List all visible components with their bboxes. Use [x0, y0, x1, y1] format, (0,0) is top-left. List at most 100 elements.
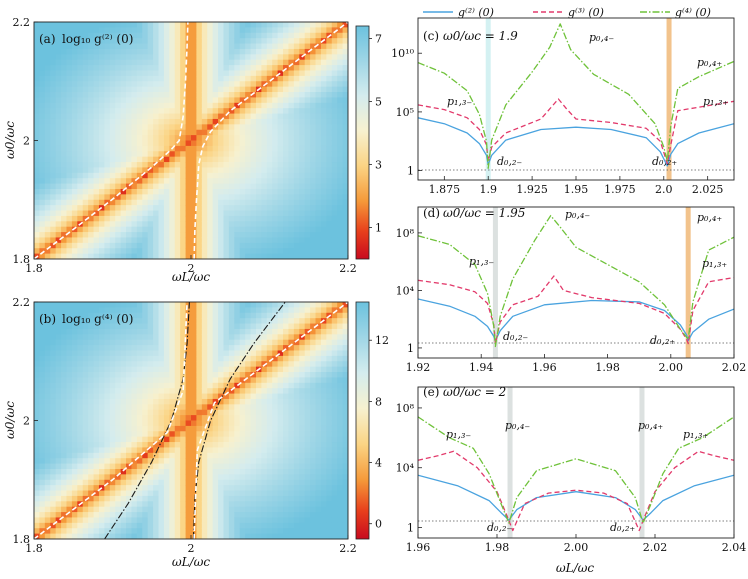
heatmap-cell — [218, 118, 225, 125]
heatmap-cell — [288, 533, 295, 539]
heatmap-cell — [163, 27, 170, 34]
heatmap-cell — [180, 517, 187, 524]
heatmap-cell — [142, 22, 149, 28]
heatmap-cell — [82, 162, 89, 169]
heatmap-cell — [136, 145, 143, 152]
heatmap-cell — [245, 81, 252, 88]
heatmap-cell — [283, 108, 290, 115]
heatmap-cell — [277, 382, 284, 389]
heatmap-cell — [50, 522, 57, 529]
heatmap-cell — [320, 302, 327, 308]
heatmap-cell — [88, 43, 95, 50]
heatmap-cell — [136, 323, 143, 330]
heatmap-cell — [288, 86, 295, 93]
heatmap-cell — [326, 118, 333, 125]
heatmap-cell — [50, 404, 57, 411]
heatmap-cell — [250, 366, 257, 373]
heatmap-cell — [98, 226, 105, 233]
heatmap-cell — [88, 226, 95, 233]
heatmap-cell — [266, 458, 273, 465]
heatmap-cell — [153, 366, 160, 373]
heatmap-cell — [142, 442, 149, 449]
heatmap-cell — [218, 393, 225, 400]
heatmap-cell — [71, 124, 78, 131]
heatmap-cell — [331, 199, 338, 206]
heatmap-cell — [315, 145, 322, 152]
heatmap-cell — [315, 345, 322, 352]
heatmap-cell — [126, 372, 133, 379]
heatmap-cell — [109, 253, 116, 259]
heatmap-cell — [320, 162, 327, 169]
heatmap-cell — [88, 393, 95, 400]
heatmap-cell — [201, 528, 208, 535]
heatmap-cell — [169, 38, 176, 45]
heatmap-cell — [245, 361, 252, 368]
heatmap-cell — [288, 70, 295, 77]
heatmap-cell — [136, 528, 143, 535]
heatmap-cell — [66, 420, 73, 427]
heatmap-cell — [109, 135, 116, 142]
heatmap-cell — [288, 156, 295, 163]
heatmap-cell — [44, 27, 51, 34]
heatmap-cell — [77, 463, 84, 470]
heatmap-cell — [207, 242, 214, 249]
heatmap-cell — [266, 522, 273, 529]
heatmap-cell — [196, 485, 203, 492]
heatmap-cell — [82, 38, 89, 45]
heatmap-cell — [55, 361, 62, 368]
heatmap-cell — [299, 172, 306, 179]
heatmap-cell — [185, 124, 192, 131]
heatmap-cell — [82, 242, 89, 249]
heatmap-cell — [223, 517, 230, 524]
heatmap-cell — [169, 339, 176, 346]
heatmap-cell — [223, 162, 230, 169]
heatmap-cell — [293, 129, 300, 136]
heatmap-cell — [326, 409, 333, 416]
heatmap-cell — [320, 458, 327, 465]
heatmap-cell — [201, 485, 208, 492]
heatmap-cell — [283, 307, 290, 314]
heatmap-cell — [299, 393, 306, 400]
heatmap-cell — [293, 92, 300, 99]
heatmap-cell — [180, 307, 187, 314]
heatmap-cell — [142, 339, 149, 346]
heatmap-cell — [191, 458, 198, 465]
heatmap-cell — [293, 178, 300, 185]
heatmap-cell — [234, 495, 241, 502]
heatmap-cell — [104, 431, 111, 438]
heatmap-cell — [55, 345, 62, 352]
heatmap-cell — [315, 226, 322, 233]
heatmap-cell — [255, 140, 262, 147]
heatmap-cell — [158, 452, 165, 459]
heatmap-cell — [142, 156, 149, 163]
heatmap-cell — [61, 533, 68, 539]
heatmap-cell — [315, 156, 322, 163]
heatmap-cell — [66, 221, 73, 228]
heatmap-cell — [158, 199, 165, 206]
heatmap-cell — [169, 118, 176, 125]
heatmap-cell — [120, 97, 127, 104]
heatmap-cell — [66, 59, 73, 66]
heatmap-cell — [288, 528, 295, 535]
heatmap-cell — [109, 312, 116, 319]
heatmap-cell — [98, 124, 105, 131]
heatmap-cell — [136, 345, 143, 352]
heatmap-cell — [196, 145, 203, 152]
heatmap-cell — [218, 522, 225, 529]
heatmap-cell — [331, 145, 338, 152]
heatmap-cell — [169, 345, 176, 352]
heatmap-cell — [109, 425, 116, 432]
heatmap-cell — [44, 431, 51, 438]
heatmap-cell — [104, 452, 111, 459]
heatmap-cell — [245, 221, 252, 228]
heatmap-cell — [201, 167, 208, 174]
heatmap-cell — [218, 205, 225, 212]
heatmap-cell — [218, 442, 225, 449]
heatmap-cell — [234, 48, 241, 55]
heatmap-cell — [104, 512, 111, 519]
heatmap-cell — [320, 145, 327, 152]
heatmap-cell — [163, 415, 170, 422]
heatmap-cell — [55, 323, 62, 330]
heatmap-cell — [93, 129, 100, 136]
heatmap-cell — [250, 86, 257, 93]
